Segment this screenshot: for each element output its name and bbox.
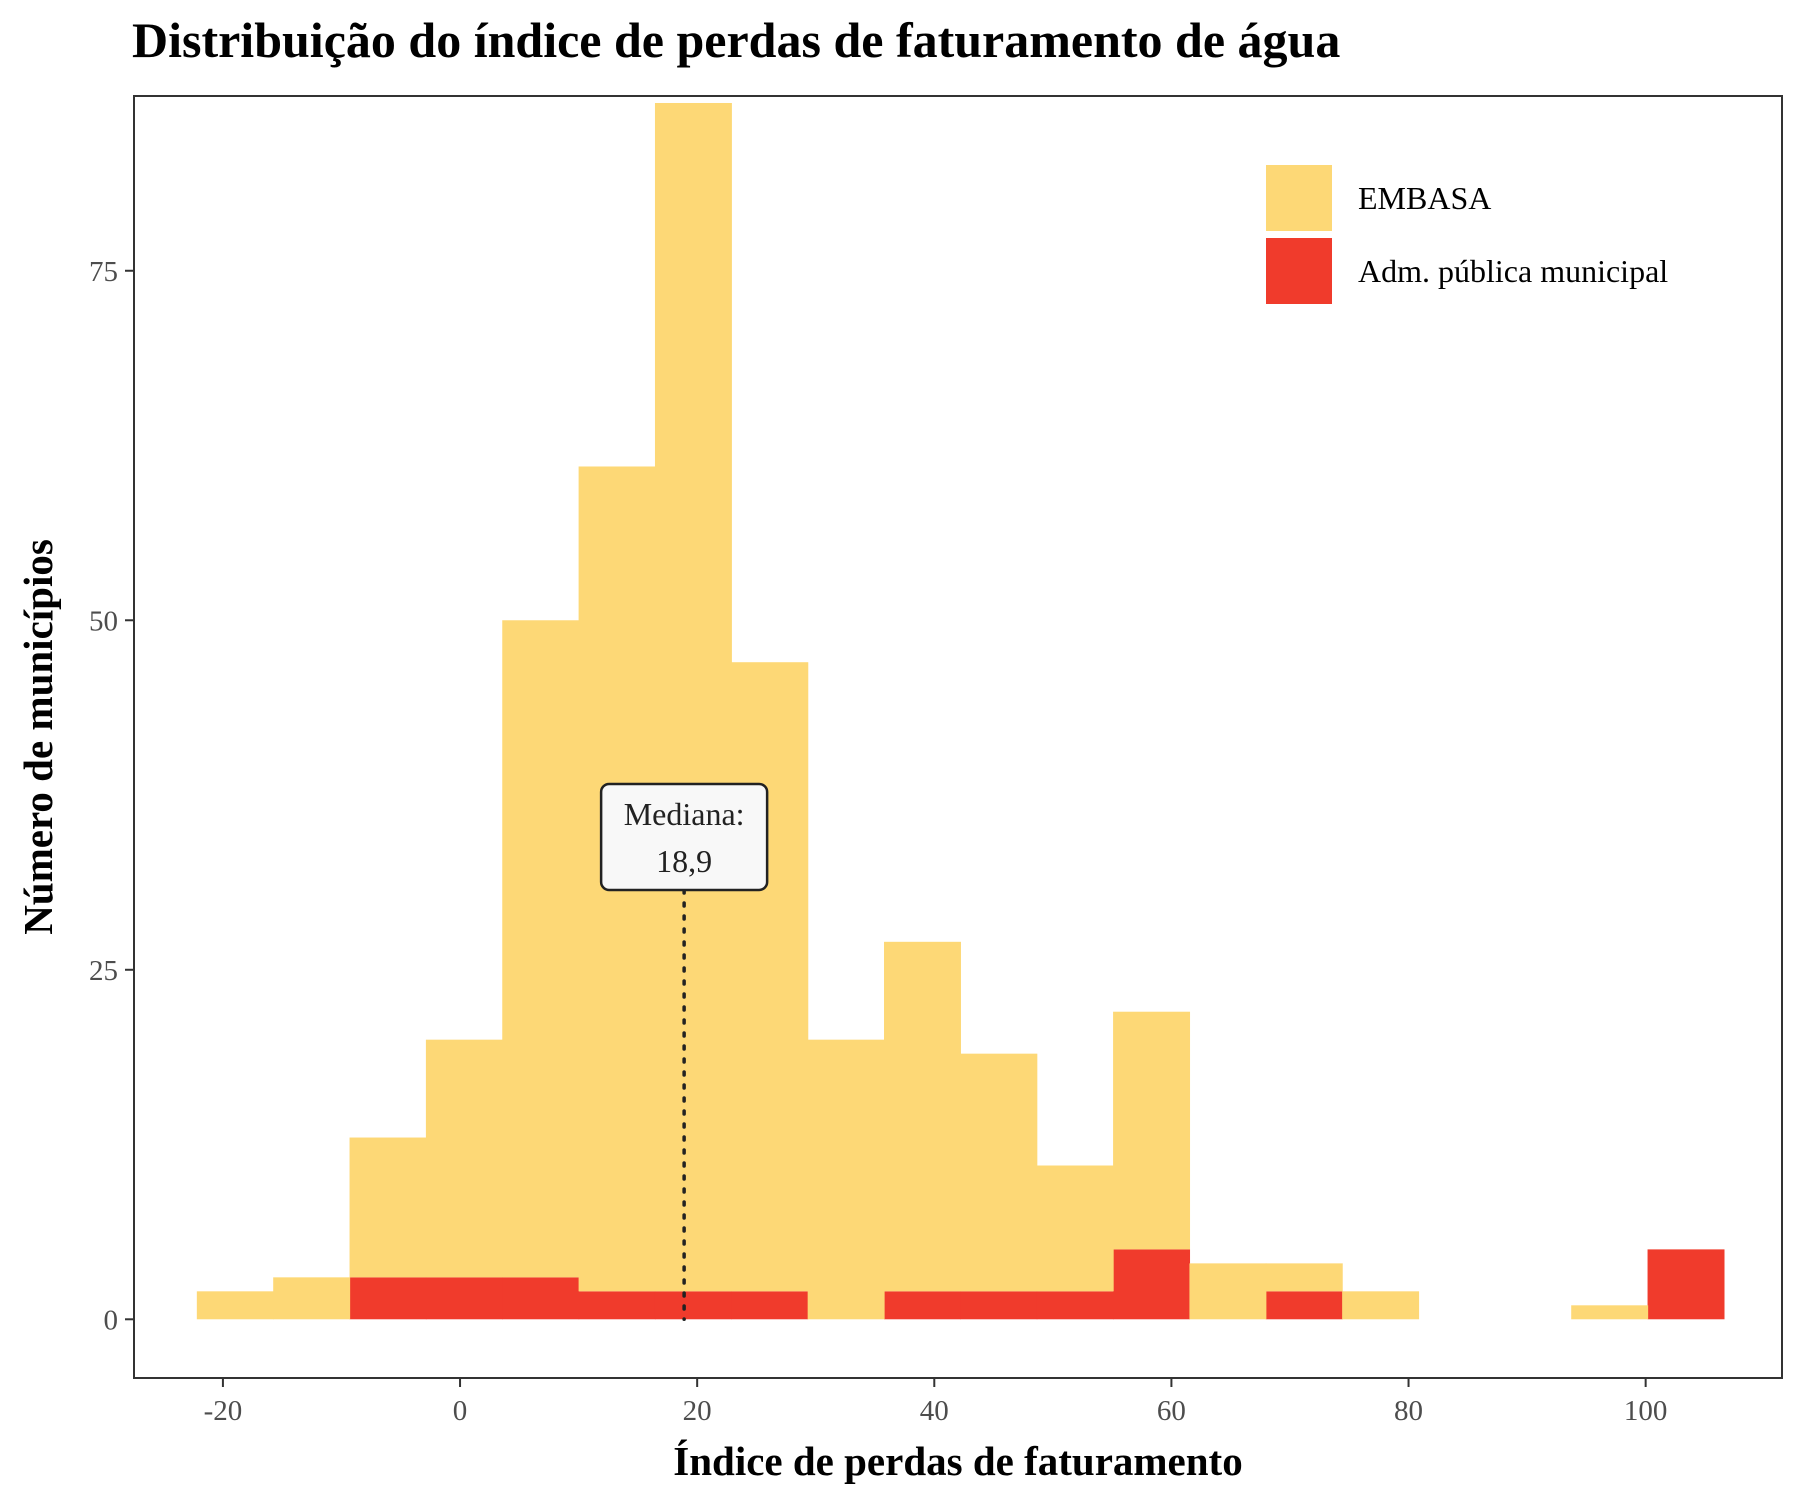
x-tick-label: 100 <box>1624 1395 1668 1427</box>
bar-adm-publica-municipal <box>960 1291 1038 1320</box>
median-label-box <box>599 782 769 892</box>
bar-embasa <box>884 941 961 1292</box>
x-tick-label: 40 <box>920 1395 949 1427</box>
bar-adm-publica-municipal <box>349 1277 427 1320</box>
bar-embasa <box>1113 1011 1191 1250</box>
y-axis: 0 25 50 75 <box>89 256 134 1336</box>
bar-embasa <box>349 1137 427 1278</box>
x-tick-label: 20 <box>683 1395 712 1427</box>
x-tick-label: -20 <box>204 1395 243 1427</box>
bar-adm-publica-municipal <box>654 1291 732 1320</box>
bar-embasa <box>654 102 732 1292</box>
y-tick-label: 0 <box>104 1304 119 1336</box>
legend-label-embasa: EMBASA <box>1358 180 1491 216</box>
bar-adm-publica-municipal <box>502 1277 580 1320</box>
bar-embasa <box>425 1039 503 1278</box>
bar-adm-publica-municipal <box>884 1291 961 1320</box>
bar-embasa <box>273 1277 351 1320</box>
bar-adm-publica-municipal <box>1036 1291 1114 1320</box>
bar-embasa <box>807 1039 885 1320</box>
median-label-title: Mediana: <box>624 796 745 832</box>
y-axis-title: Número de municípios <box>15 539 61 935</box>
median-label-value: 18,9 <box>656 843 712 879</box>
bar-embasa <box>1189 1263 1267 1320</box>
median-annotation: Mediana: 18,9 <box>599 782 769 1322</box>
legend-label-adm-publica-municipal: Adm. pública municipal <box>1358 253 1668 289</box>
bar-adm-publica-municipal <box>1113 1249 1191 1320</box>
y-tick-label: 75 <box>89 256 118 288</box>
x-axis-title: Índice de perdas de faturamento <box>673 1438 1242 1484</box>
bar-adm-publica-municipal <box>1265 1291 1343 1320</box>
series-embasa <box>196 102 1649 1320</box>
y-tick-label: 25 <box>89 955 118 987</box>
bar-embasa <box>502 620 580 1278</box>
bar-embasa <box>1571 1305 1649 1320</box>
bar-embasa <box>960 1053 1038 1292</box>
bar-adm-publica-municipal <box>578 1291 656 1320</box>
chart-title: Distribuição do índice de perdas de fatu… <box>132 12 1340 68</box>
bar-adm-publica-municipal <box>731 1291 809 1320</box>
y-tick-label: 50 <box>89 605 118 637</box>
x-axis: -20 0 20 40 60 80 100 <box>204 1378 1668 1427</box>
bar-embasa <box>1265 1263 1343 1292</box>
legend-key-adm-publica-municipal <box>1266 238 1332 304</box>
series-adm-publica-municipal <box>349 1249 1725 1320</box>
x-tick-label: 80 <box>1394 1395 1423 1427</box>
x-tick-label: 60 <box>1157 1395 1186 1427</box>
legend-key-embasa <box>1266 165 1332 231</box>
bar-embasa <box>1036 1165 1114 1292</box>
bar-embasa <box>1342 1291 1420 1320</box>
bar-embasa <box>731 662 809 1292</box>
legend: EMBASA Adm. pública municipal <box>1266 165 1668 304</box>
bar-adm-publica-municipal <box>1647 1249 1725 1320</box>
bar-adm-publica-municipal <box>425 1277 503 1320</box>
bar-embasa <box>196 1291 274 1320</box>
x-tick-label: 0 <box>453 1395 468 1427</box>
